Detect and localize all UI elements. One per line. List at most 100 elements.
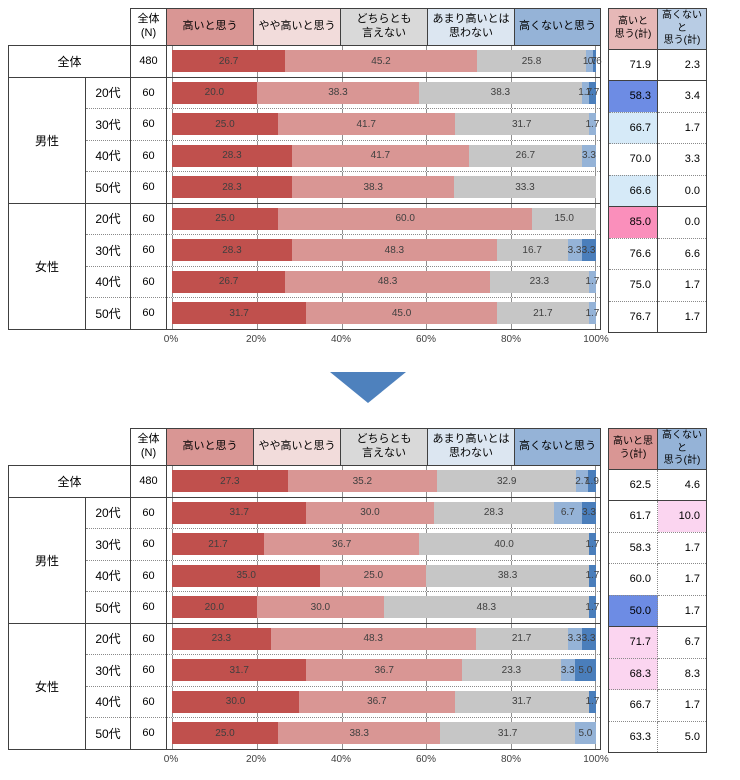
segment-value-label: 1.7 [578, 87, 593, 98]
plot-area: 26.7 48.3 23.3 1.7 [172, 266, 600, 297]
segment-value-label: 5.0 [578, 664, 593, 676]
high-total-header: 高いと思う(計) [608, 428, 658, 470]
axis-tick: 20% [245, 334, 267, 345]
bar-segment: 1.7 [585, 113, 599, 135]
bar-segment: 27.3 [172, 470, 288, 492]
segment-value-label: 30.0 [225, 696, 246, 707]
survey-chart-top: 全体 (N) 高いと思う やや高いと思う どちらとも 言えない あまり高いとは 思わない 高くな… [8, 8, 734, 345]
bar-segment: 45.0 [306, 302, 497, 324]
segment-value-label: 30.0 [310, 601, 331, 613]
total-header-line: 高いと [618, 16, 648, 28]
low-total-value: 1.7 [657, 689, 707, 722]
stacked-bar: 26.7 48.3 23.3 1.7 [172, 270, 600, 293]
bar-segment: 38.3 [291, 176, 455, 198]
bar-segment: 23.3 [489, 270, 589, 293]
segment-value-label: 20.0 [204, 87, 225, 98]
segment-value-label: 26.7 [218, 276, 239, 287]
segment-value-label: 5.0 [578, 727, 593, 739]
legend-line: 高くないと思う [519, 20, 596, 33]
bar-segment: 25.8 [476, 50, 587, 72]
plot-area: 31.7 36.7 23.3 3.3 5.0 [172, 655, 596, 686]
n-value: 60 [130, 203, 167, 235]
segment-value-label: 0.6 [587, 55, 602, 67]
high-total-value: 75.0 [608, 269, 658, 302]
segment-value-label: 38.3 [497, 570, 518, 581]
total-header-line: 思う(計) [614, 28, 652, 40]
segment-value-label: 41.7 [356, 118, 376, 130]
n-value: 60 [130, 528, 167, 561]
n-header-line: 全体 [137, 433, 160, 446]
bar-segment: 35.2 [287, 470, 437, 492]
high-total-value: 85.0 [608, 206, 658, 239]
bar-segment: 28.3 [172, 176, 292, 198]
plot-area: 28.3 38.3 33.3 [172, 172, 596, 203]
n-column-header: 全体 (N) [130, 8, 167, 46]
segment-value-label: 33.3 [515, 181, 535, 193]
row-label-gender: 男性 [8, 497, 86, 624]
bar-row: 21.7 36.7 40.0 1.7 [166, 528, 601, 561]
stacked-bar: 21.7 36.7 40.0 1.7 [172, 533, 599, 555]
row-label-age: 30代 [85, 234, 131, 267]
segment-value-label: 1.7 [582, 55, 597, 67]
x-axis: 0% 20% 40% 60% 80% 100% [164, 334, 609, 348]
bar-segment: 3.3 [567, 239, 582, 261]
axis-tick: 80% [500, 754, 522, 765]
survey-table: 全体 (N) 高いと思う やや高いと思う どちらとも 言えない あまり高いとは 思わない 高くな… [8, 428, 601, 750]
legend-segment-0: 高いと思う [166, 428, 254, 466]
segment-value-label: 60.0 [395, 213, 415, 224]
segment-value-label: 35.0 [236, 570, 256, 581]
row-label-age: 40代 [85, 560, 131, 592]
header-blank [8, 428, 131, 466]
bar-segment: 3.3 [567, 627, 582, 650]
stacked-bar: 31.7 30.0 28.3 6.7 3.3 [172, 501, 596, 524]
bar-segment: 48.3 [291, 239, 497, 261]
plot-area: 30.0 36.7 31.7 1.7 [172, 686, 599, 717]
row-label-age: 50代 [85, 297, 131, 330]
low-total-value: 0.0 [657, 175, 707, 207]
high-total-value: 66.7 [608, 112, 658, 144]
stacked-bar: 28.3 38.3 33.3 [172, 176, 596, 198]
stacked-bar: 30.0 36.7 31.7 1.7 [172, 690, 599, 713]
segment-value-label: 6.7 [560, 507, 575, 518]
segment-value-label: 38.3 [349, 727, 369, 739]
low-total-header: 高くないと 思う(計) [657, 428, 707, 470]
segment-value-label: 1.7 [585, 276, 600, 287]
high-total-value: 76.7 [608, 301, 658, 333]
low-total-value: 6.6 [657, 238, 707, 270]
segment-value-label: 38.3 [328, 87, 348, 98]
bar-segment: 40.0 [419, 533, 589, 555]
bar-segment: 6.7 [553, 501, 582, 524]
segment-value-label: 28.3 [222, 244, 242, 256]
segment-value-label: 21.7 [511, 633, 532, 644]
legend-segment-2: どちらとも 言えない [340, 8, 428, 46]
bar-row: 31.7 36.7 23.3 3.3 5.0 [166, 654, 601, 687]
bar-row: 28.3 48.3 16.7 3.3 3.3 [166, 234, 601, 267]
segment-value-label: 3.3 [567, 633, 582, 644]
bar-segment: 28.3 [172, 144, 292, 167]
high-total-value: 62.5 [608, 469, 658, 501]
n-header-line: 全体 [137, 13, 160, 26]
segment-value-label: 36.7 [331, 538, 352, 550]
bar-segment: 31.7 [454, 690, 589, 713]
bar-segment: 60.0 [278, 207, 533, 230]
bar-segment: 48.3 [270, 627, 476, 650]
bar-segment: 35.0 [172, 564, 321, 587]
plot-area: 31.7 45.0 21.7 1.7 [172, 298, 599, 329]
legend-segment-4: 高くないと思う [514, 428, 601, 466]
high-total-value: 63.3 [608, 721, 658, 753]
bar-row: 35.0 25.0 38.3 1.7 [166, 560, 601, 592]
n-header-line: (N) [140, 27, 157, 39]
segment-value-label: 25.0 [215, 727, 235, 739]
low-total-value: 1.7 [657, 595, 707, 627]
n-value: 60 [130, 171, 167, 204]
bar-segment: 16.7 [496, 239, 568, 261]
row-label-age: 30代 [85, 528, 131, 561]
bar-row: 26.7 45.2 25.8 1.7 0.6 [166, 45, 602, 78]
bar-segment: 21.7 [496, 302, 589, 324]
bar-segment: 5.0 [574, 722, 596, 744]
legend-line: 高くないと思う [519, 440, 596, 453]
segment-value-label: 3.3 [560, 664, 575, 676]
axis-tick: 80% [500, 334, 522, 345]
n-value: 60 [130, 234, 167, 267]
